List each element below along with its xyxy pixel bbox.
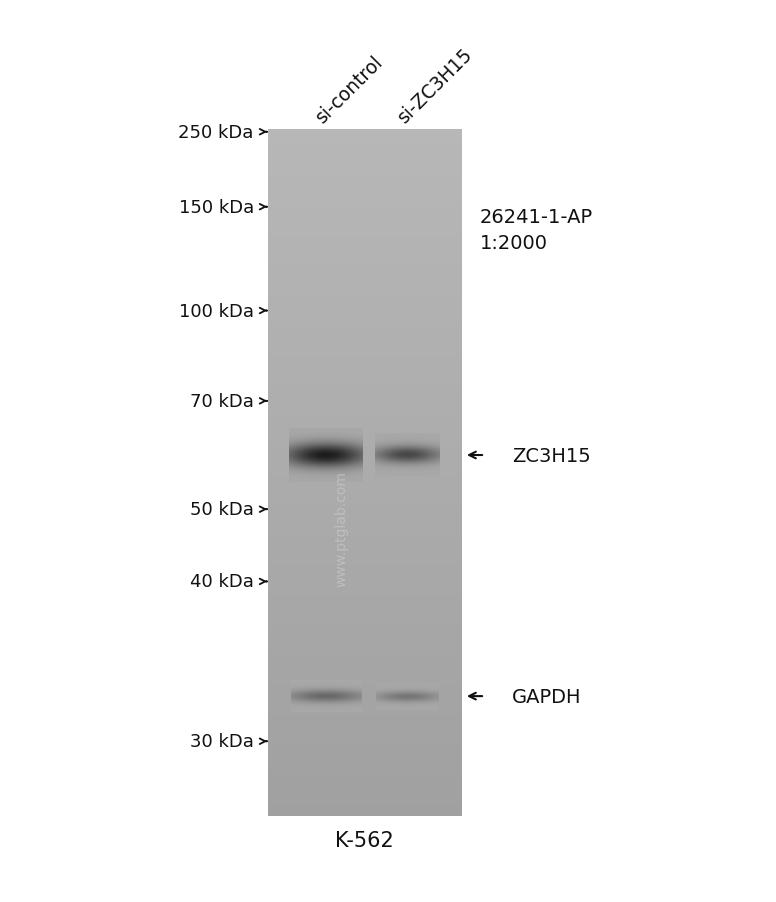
Text: 250 kDa: 250 kDa [178,124,254,142]
Text: si-control: si-control [313,51,387,126]
Text: GAPDH: GAPDH [512,686,582,706]
Text: 100 kDa: 100 kDa [178,302,254,320]
Text: 50 kDa: 50 kDa [190,501,254,519]
Text: 70 kDa: 70 kDa [190,392,254,410]
Text: 30 kDa: 30 kDa [190,732,254,750]
Text: www.ptglab.com: www.ptglab.com [334,471,348,586]
Text: 150 kDa: 150 kDa [178,198,254,216]
Text: 26241-1-AP
1:2000: 26241-1-AP 1:2000 [480,207,593,253]
Text: K-562: K-562 [335,830,394,850]
Text: ZC3H15: ZC3H15 [512,446,591,465]
Text: si-ZC3H15: si-ZC3H15 [394,44,476,126]
Text: 40 kDa: 40 kDa [190,573,254,591]
